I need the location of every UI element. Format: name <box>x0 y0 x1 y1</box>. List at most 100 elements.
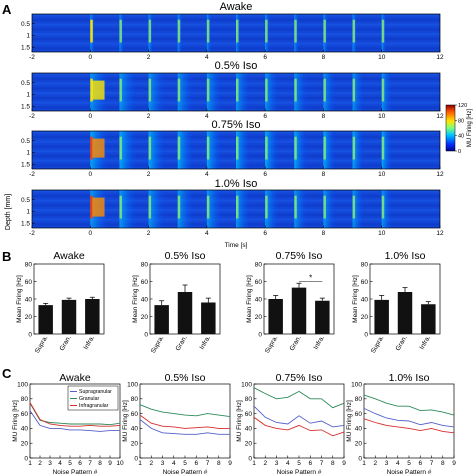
stimulus-onset-mark <box>119 78 122 102</box>
y-tick-label: 1 <box>26 209 30 216</box>
stimulus-response-band <box>206 14 213 52</box>
y-axis-label: MU Firing [Hz] <box>122 400 129 442</box>
y-tick-label: 40 <box>21 426 29 433</box>
x-tick-label: 4 <box>205 54 209 61</box>
x-tick-label: 3 <box>275 460 279 467</box>
x-tick-label: 10 <box>378 171 386 178</box>
category-label: Supra. <box>150 334 166 354</box>
x-tick-label: 5 <box>297 460 301 467</box>
category-label: Infra. <box>313 334 327 350</box>
y-tick-label: 1.5 <box>21 221 30 228</box>
y-tick-label: 80 <box>25 261 33 268</box>
line-chart-title: 0.5% Iso <box>165 372 206 384</box>
stimulus-response-band <box>206 190 224 228</box>
y-tick-label: 0 <box>134 455 138 462</box>
series-line-granular <box>253 387 345 409</box>
stimulus-response-band <box>294 14 300 52</box>
stimulus-onset-mark <box>294 78 297 102</box>
stimulus-response-band <box>381 131 394 169</box>
x-tick-label: 2 <box>373 460 377 467</box>
stimulus-onset-mark <box>381 136 385 160</box>
y-tick-label: 0.5 <box>21 138 30 145</box>
y-tick-label: 60 <box>355 411 363 418</box>
stimulus-response-band <box>206 73 224 111</box>
line-chart-3: 1.0% Iso 0 20 40 60 80 100 1 2 3 4 5 6 7 8 9 MU Firing [… <box>346 372 456 475</box>
y-tick-label: 40 <box>361 296 369 303</box>
bar-supra <box>268 299 283 334</box>
x-tick-label: 7 <box>88 460 92 467</box>
y-tick-label: 20 <box>25 314 33 321</box>
colorbar-gradient <box>445 104 456 152</box>
y-axis-label: Mean Firing [Hz] <box>352 275 359 323</box>
x-tick-label: 6 <box>263 171 267 178</box>
stimulus-response-band <box>294 73 309 111</box>
y-tick-label: 80 <box>361 261 369 268</box>
y-axis-label: MU Firing [Hz] <box>236 400 243 442</box>
bar-infra <box>85 299 100 334</box>
x-tick-label: 7 <box>206 460 210 467</box>
line-chart-1: 0.5% Iso 0 20 40 60 80 100 1 2 3 4 5 6 7 8 9 MU Firing [… <box>122 372 232 475</box>
stimulus-response-band <box>323 131 337 169</box>
x-tick-label: -2 <box>29 171 35 178</box>
x-tick-label: 2 <box>147 54 151 61</box>
y-tick-label: 0.5 <box>21 80 30 87</box>
y-tick-label: 60 <box>255 279 263 286</box>
x-tick-label: -2 <box>29 54 35 61</box>
stimulus-onset-mark <box>236 195 239 219</box>
y-tick-label: 1.5 <box>21 104 30 111</box>
x-tick-label: 5 <box>407 460 411 467</box>
x-tick-label: 6 <box>263 230 267 237</box>
x-tick-label: 1 <box>28 460 32 467</box>
stimulus-onset-mark <box>352 136 356 160</box>
stimulus-response-band <box>265 14 271 52</box>
stimulus-onset-mark <box>323 19 326 43</box>
y-tick-label: 40 <box>25 296 33 303</box>
series-line-infragranular <box>139 414 230 429</box>
heatmap-3: -2 0 2 4 6 8 10 12 0.5 1 1.5 1.0% Iso <box>21 178 444 237</box>
stimulus-onset-mark <box>177 136 181 160</box>
bar-chart-title: 1.0% Iso <box>385 250 426 262</box>
x-tick-label: 2 <box>147 230 151 237</box>
panel-a-letter: A <box>2 2 12 17</box>
x-tick-label: 3 <box>48 460 52 467</box>
x-axis-label: Noise Pattern # <box>277 469 322 475</box>
x-tick-label: 4 <box>205 171 209 178</box>
x-tick-label: 0 <box>88 113 92 120</box>
heatmap-frame <box>31 130 441 170</box>
heatmap-title: Awake <box>220 1 253 13</box>
panel-b-letter: B <box>2 249 11 264</box>
stimulus-response-band <box>119 73 139 111</box>
y-tick-label: 0.5 <box>21 21 30 28</box>
category-label: Supra. <box>34 334 50 354</box>
panel-a-ylabel: Depth [mm] <box>5 194 12 230</box>
x-tick-label: 4 <box>286 460 290 467</box>
x-tick-label: 9 <box>228 460 232 467</box>
stimulus-onset-mark <box>177 19 181 43</box>
bar-supra <box>374 299 389 334</box>
stimulus-onset-mark <box>206 136 210 160</box>
stimulus-onset-mark <box>206 19 210 43</box>
y-tick-label: 0.5 <box>21 197 30 204</box>
line-chart-title: 1.0% Iso <box>389 372 430 384</box>
y-tick-label: 0 <box>364 331 368 338</box>
y-tick-label: 80 <box>355 396 363 403</box>
x-tick-label: 4 <box>205 230 209 237</box>
colorbar-tick-label: 0 <box>458 149 461 155</box>
y-tick-label: 80 <box>245 396 253 403</box>
y-tick-label: 0 <box>28 331 32 338</box>
stimulus-response-band <box>236 131 253 169</box>
x-tick-label: 5 <box>183 460 187 467</box>
panel-c-letter: C <box>2 366 12 381</box>
heatmap-frame <box>31 13 441 53</box>
y-tick-label: 60 <box>131 411 139 418</box>
y-tick-label: 100 <box>241 381 252 388</box>
y-tick-label: 40 <box>141 296 149 303</box>
x-tick-label: 6 <box>194 460 198 467</box>
y-tick-label: 100 <box>17 381 28 388</box>
x-tick-label: 6 <box>78 460 82 467</box>
colorbar-tick-label: 40 <box>458 134 464 140</box>
stimulus-response-band <box>265 73 281 111</box>
stimulus-onset-mark <box>265 195 268 219</box>
